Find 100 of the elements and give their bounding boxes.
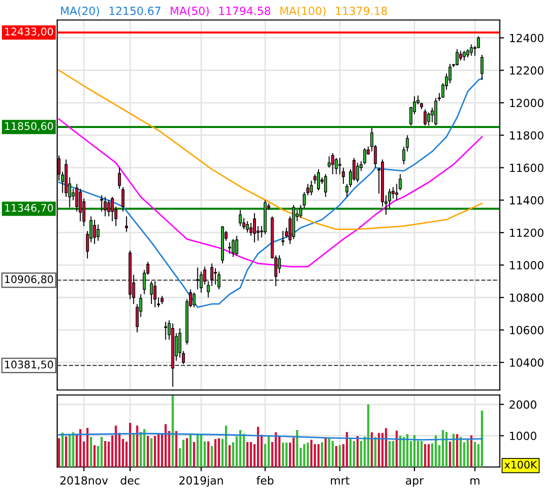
candlestick — [228, 242, 232, 254]
candlestick — [121, 186, 124, 212]
bar — [367, 404, 370, 467]
bar — [296, 430, 298, 467]
bar — [335, 446, 338, 467]
bar — [246, 442, 248, 467]
ref-line-label: 11346,70 — [5, 204, 53, 213]
bar — [399, 436, 402, 467]
candlestick — [316, 168, 320, 191]
line-series — [58, 78, 483, 308]
bar — [225, 426, 228, 467]
bar — [442, 430, 444, 467]
bar — [428, 444, 430, 467]
bar — [303, 444, 306, 467]
y-tick-label: 12200 — [510, 66, 544, 75]
x-tick-label: mrt — [330, 476, 350, 484]
candlestick — [395, 183, 398, 201]
candlestick — [153, 280, 156, 308]
ref-line-label: 12433,00 — [5, 28, 53, 37]
bar — [328, 438, 330, 467]
y-tick-label: 12000 — [510, 98, 544, 108]
bar — [445, 432, 448, 467]
bar — [129, 422, 132, 467]
bar — [189, 434, 192, 467]
x-tick-label: m — [470, 478, 480, 484]
bar — [182, 440, 184, 467]
bar — [100, 436, 103, 467]
bar — [349, 438, 352, 467]
candlestick — [459, 50, 462, 62]
bar — [320, 442, 324, 467]
bar — [285, 442, 288, 467]
bar — [456, 434, 458, 467]
y-axis-title: x100K — [504, 460, 538, 469]
text: 11379.18 — [336, 6, 388, 16]
bar — [239, 430, 242, 467]
x-tick-label: feb — [256, 476, 274, 485]
text: MA(20) — [61, 6, 100, 16]
bar — [278, 436, 280, 467]
candlestick — [356, 162, 360, 183]
y-tick-label: 1000 — [510, 432, 536, 440]
bar — [392, 441, 394, 467]
bar — [352, 441, 356, 467]
bar — [154, 436, 156, 467]
bar — [172, 396, 174, 467]
bar — [200, 434, 202, 467]
candlestick — [235, 235, 238, 256]
bar — [332, 441, 334, 467]
candlestick — [118, 167, 121, 190]
candlestick — [246, 220, 249, 234]
candlestick — [480, 54, 484, 81]
candlestick — [470, 44, 473, 56]
bar — [420, 441, 423, 467]
line-series — [58, 432, 483, 440]
candlestick — [310, 180, 313, 196]
text: 12150.67 — [110, 6, 160, 16]
bar — [86, 428, 89, 467]
candlestick — [249, 222, 252, 236]
bar — [338, 445, 341, 467]
x-tick-label: 2019jan — [179, 476, 223, 487]
candlestick — [196, 266, 200, 290]
bar — [448, 442, 452, 467]
bar — [122, 438, 124, 467]
bar — [474, 442, 476, 467]
candlestick — [278, 254, 281, 274]
bar — [314, 444, 316, 467]
bar — [268, 436, 270, 467]
ref-line-label: 10906,80 — [5, 275, 53, 284]
bar — [218, 438, 220, 467]
y-tick-label: 11600 — [510, 164, 544, 172]
bar — [470, 435, 472, 467]
candlestick — [331, 152, 334, 175]
bar — [104, 441, 106, 467]
candlestick — [93, 219, 96, 244]
bar — [61, 432, 64, 467]
candlestick — [192, 292, 196, 308]
bar — [370, 432, 373, 467]
y-tick-label: 11000 — [510, 261, 544, 270]
bar — [186, 438, 188, 467]
x-tick-label: dec — [120, 476, 140, 485]
y-tick-label: 10600 — [510, 326, 544, 334]
x-tick-label: 2018nov — [60, 476, 108, 485]
candlestick — [299, 204, 302, 218]
bar — [406, 434, 408, 467]
bar — [150, 438, 152, 467]
candlestick — [456, 48, 459, 66]
y-tick-label: 10800 — [510, 293, 544, 302]
candlestick — [338, 157, 342, 175]
candlestick — [104, 196, 107, 217]
bar — [424, 444, 426, 467]
ref-line-label: 11850,60 — [5, 122, 53, 132]
candlestick — [424, 108, 427, 126]
bar — [68, 434, 71, 467]
candlestick — [125, 216, 128, 232]
bar — [157, 434, 160, 467]
bar — [346, 432, 348, 467]
y-tick-label: 2000 — [510, 400, 536, 409]
text: 11794.58 — [219, 6, 270, 16]
y-tick-label: 11400 — [510, 196, 544, 205]
candlestick — [253, 212, 256, 243]
y-tick-label: 12400 — [510, 34, 544, 42]
